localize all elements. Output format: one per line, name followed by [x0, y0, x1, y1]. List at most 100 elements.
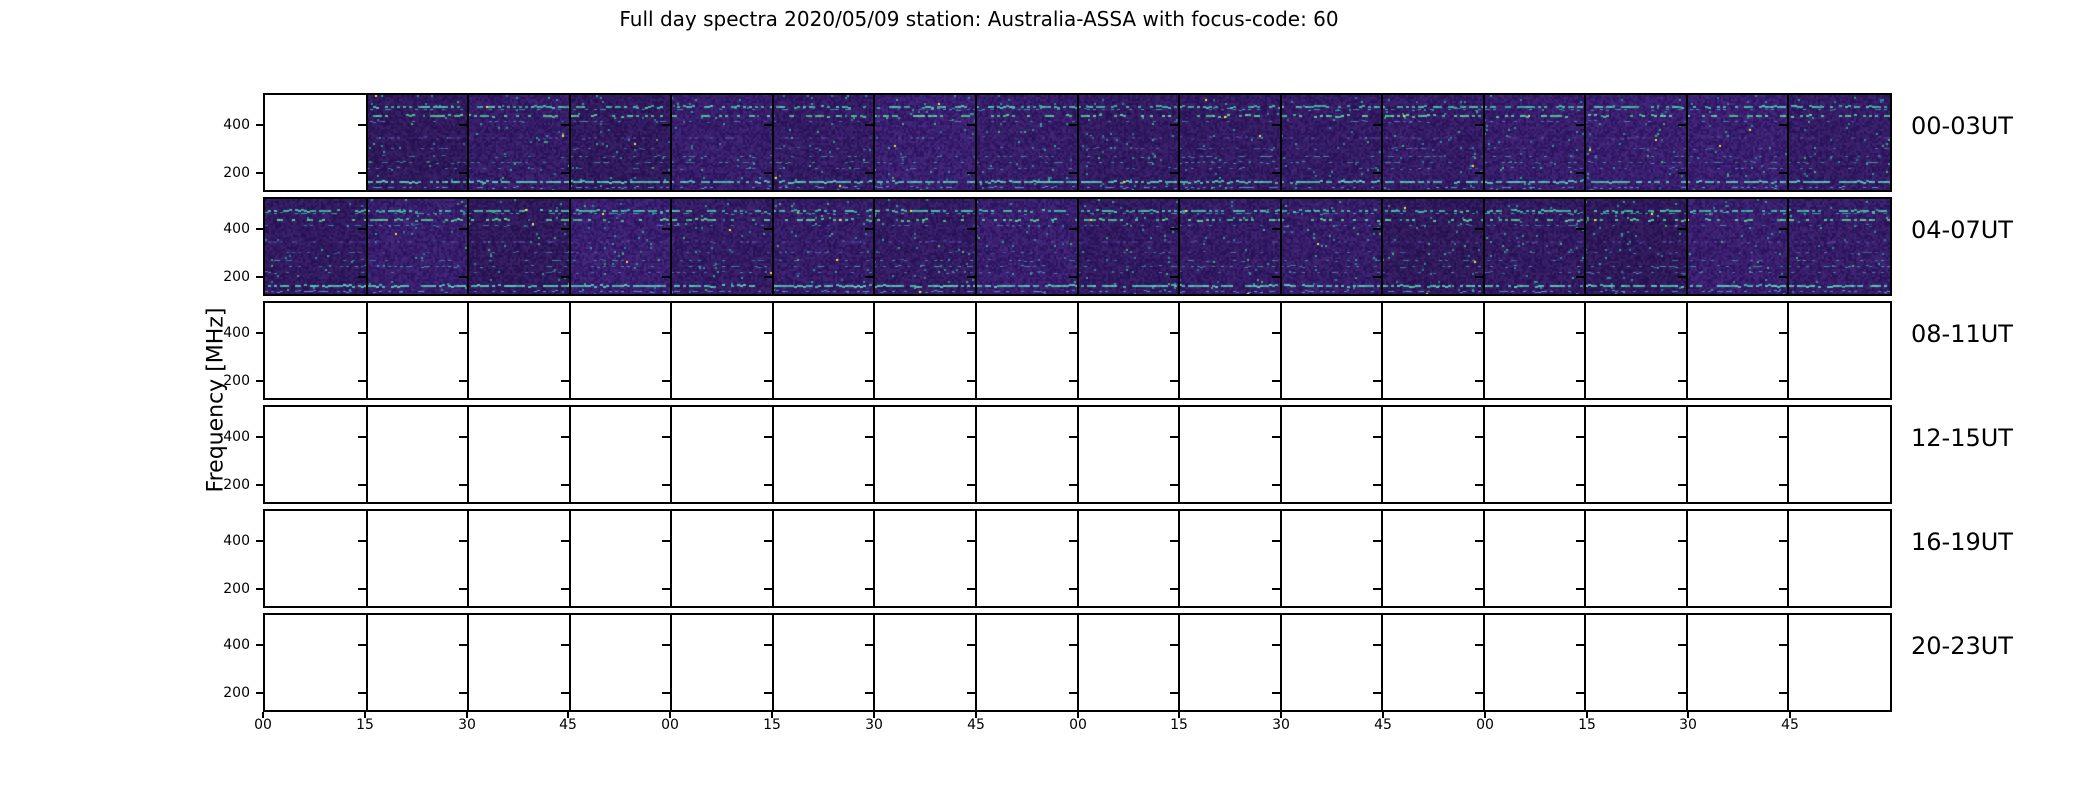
segment-divider	[569, 95, 571, 190]
y-tick	[764, 588, 772, 590]
y-tick	[967, 692, 975, 694]
segment-divider	[569, 615, 571, 710]
y-tick	[1069, 228, 1077, 230]
y-tick	[967, 276, 975, 278]
segment-divider	[975, 199, 977, 294]
y-tick	[1779, 172, 1787, 174]
y-tick	[662, 692, 670, 694]
y-tick	[459, 484, 467, 486]
y-tick	[1069, 540, 1077, 542]
segment-divider	[1178, 303, 1180, 398]
x-tick	[1586, 712, 1588, 718]
segment-divider	[366, 407, 368, 502]
y-tick	[1475, 692, 1483, 694]
x-tick	[771, 712, 773, 718]
y-tick	[358, 332, 366, 334]
y-tick-label: 400	[223, 637, 250, 653]
x-tick	[1280, 712, 1282, 718]
y-tick	[358, 540, 366, 542]
segment-divider	[467, 303, 469, 398]
y-tick	[967, 644, 975, 646]
y-tick	[967, 484, 975, 486]
y-tick	[459, 644, 467, 646]
y-tick	[1373, 124, 1381, 126]
x-tick-label: 00	[661, 717, 679, 733]
y-tick	[662, 436, 670, 438]
y-tick	[1576, 644, 1584, 646]
y-tick	[1272, 692, 1280, 694]
y-tick	[561, 124, 569, 126]
segment-divider	[569, 511, 571, 606]
segment-divider	[1280, 615, 1282, 710]
x-tick-label: 45	[967, 717, 985, 733]
segment-divider	[1280, 511, 1282, 606]
y-tick	[358, 124, 366, 126]
y-tick	[1678, 380, 1686, 382]
row-time-label: 16-19UT	[1911, 528, 2013, 556]
x-tick-label: 45	[1781, 717, 1799, 733]
segment-divider	[1077, 511, 1079, 606]
segment-divider	[366, 511, 368, 606]
segment-divider	[1483, 615, 1485, 710]
segment-divider	[975, 511, 977, 606]
y-tick	[1779, 588, 1787, 590]
y-tick	[1678, 540, 1686, 542]
segment-divider	[1178, 407, 1180, 502]
y-tick	[1170, 380, 1178, 382]
x-tick	[1178, 712, 1180, 718]
y-tick	[662, 332, 670, 334]
y-tick	[764, 692, 772, 694]
y-tick	[1272, 228, 1280, 230]
segment-divider	[1584, 199, 1586, 294]
y-tick	[967, 380, 975, 382]
segment-divider	[1381, 95, 1383, 190]
spectrogram-row	[256, 93, 1892, 192]
segment-divider	[366, 199, 368, 294]
spectrogram-row	[256, 301, 1892, 400]
segment-divider	[1787, 303, 1789, 398]
y-tick	[459, 436, 467, 438]
y-tick	[1576, 332, 1584, 334]
y-tick	[1272, 540, 1280, 542]
segment-divider	[1787, 511, 1789, 606]
y-tick	[764, 540, 772, 542]
segment-divider	[366, 95, 368, 190]
segment-divider	[975, 303, 977, 398]
segment-divider	[670, 199, 672, 294]
segment-divider	[1178, 511, 1180, 606]
y-tick	[1779, 644, 1787, 646]
y-tick	[1373, 692, 1381, 694]
segment-divider	[670, 615, 672, 710]
y-tick	[1373, 484, 1381, 486]
segment-divider	[1686, 199, 1688, 294]
y-tick	[764, 124, 772, 126]
x-tick-label: 00	[1069, 717, 1087, 733]
y-tick	[1170, 276, 1178, 278]
y-tick	[1069, 484, 1077, 486]
y-tick-label: 200	[223, 685, 250, 701]
segment-divider	[772, 199, 774, 294]
y-tick	[865, 436, 873, 438]
y-tick	[459, 124, 467, 126]
y-tick	[662, 276, 670, 278]
segment-divider	[1280, 95, 1282, 190]
y-tick	[764, 644, 772, 646]
y-tick	[256, 172, 264, 174]
x-tick	[364, 712, 366, 718]
y-tick	[1272, 588, 1280, 590]
y-tick	[764, 276, 772, 278]
y-tick	[358, 692, 366, 694]
chart-title: Full day spectra 2020/05/09 station: Aus…	[619, 7, 1339, 31]
y-tick	[1272, 276, 1280, 278]
segment-divider	[569, 303, 571, 398]
segment-divider	[1280, 199, 1282, 294]
y-tick	[967, 332, 975, 334]
segment-divider	[569, 407, 571, 502]
y-tick	[1069, 124, 1077, 126]
segment-divider	[1686, 615, 1688, 710]
y-tick	[561, 276, 569, 278]
segment-divider	[772, 407, 774, 502]
x-tick-label: 15	[1170, 717, 1188, 733]
y-tick	[459, 588, 467, 590]
y-tick	[1475, 380, 1483, 382]
